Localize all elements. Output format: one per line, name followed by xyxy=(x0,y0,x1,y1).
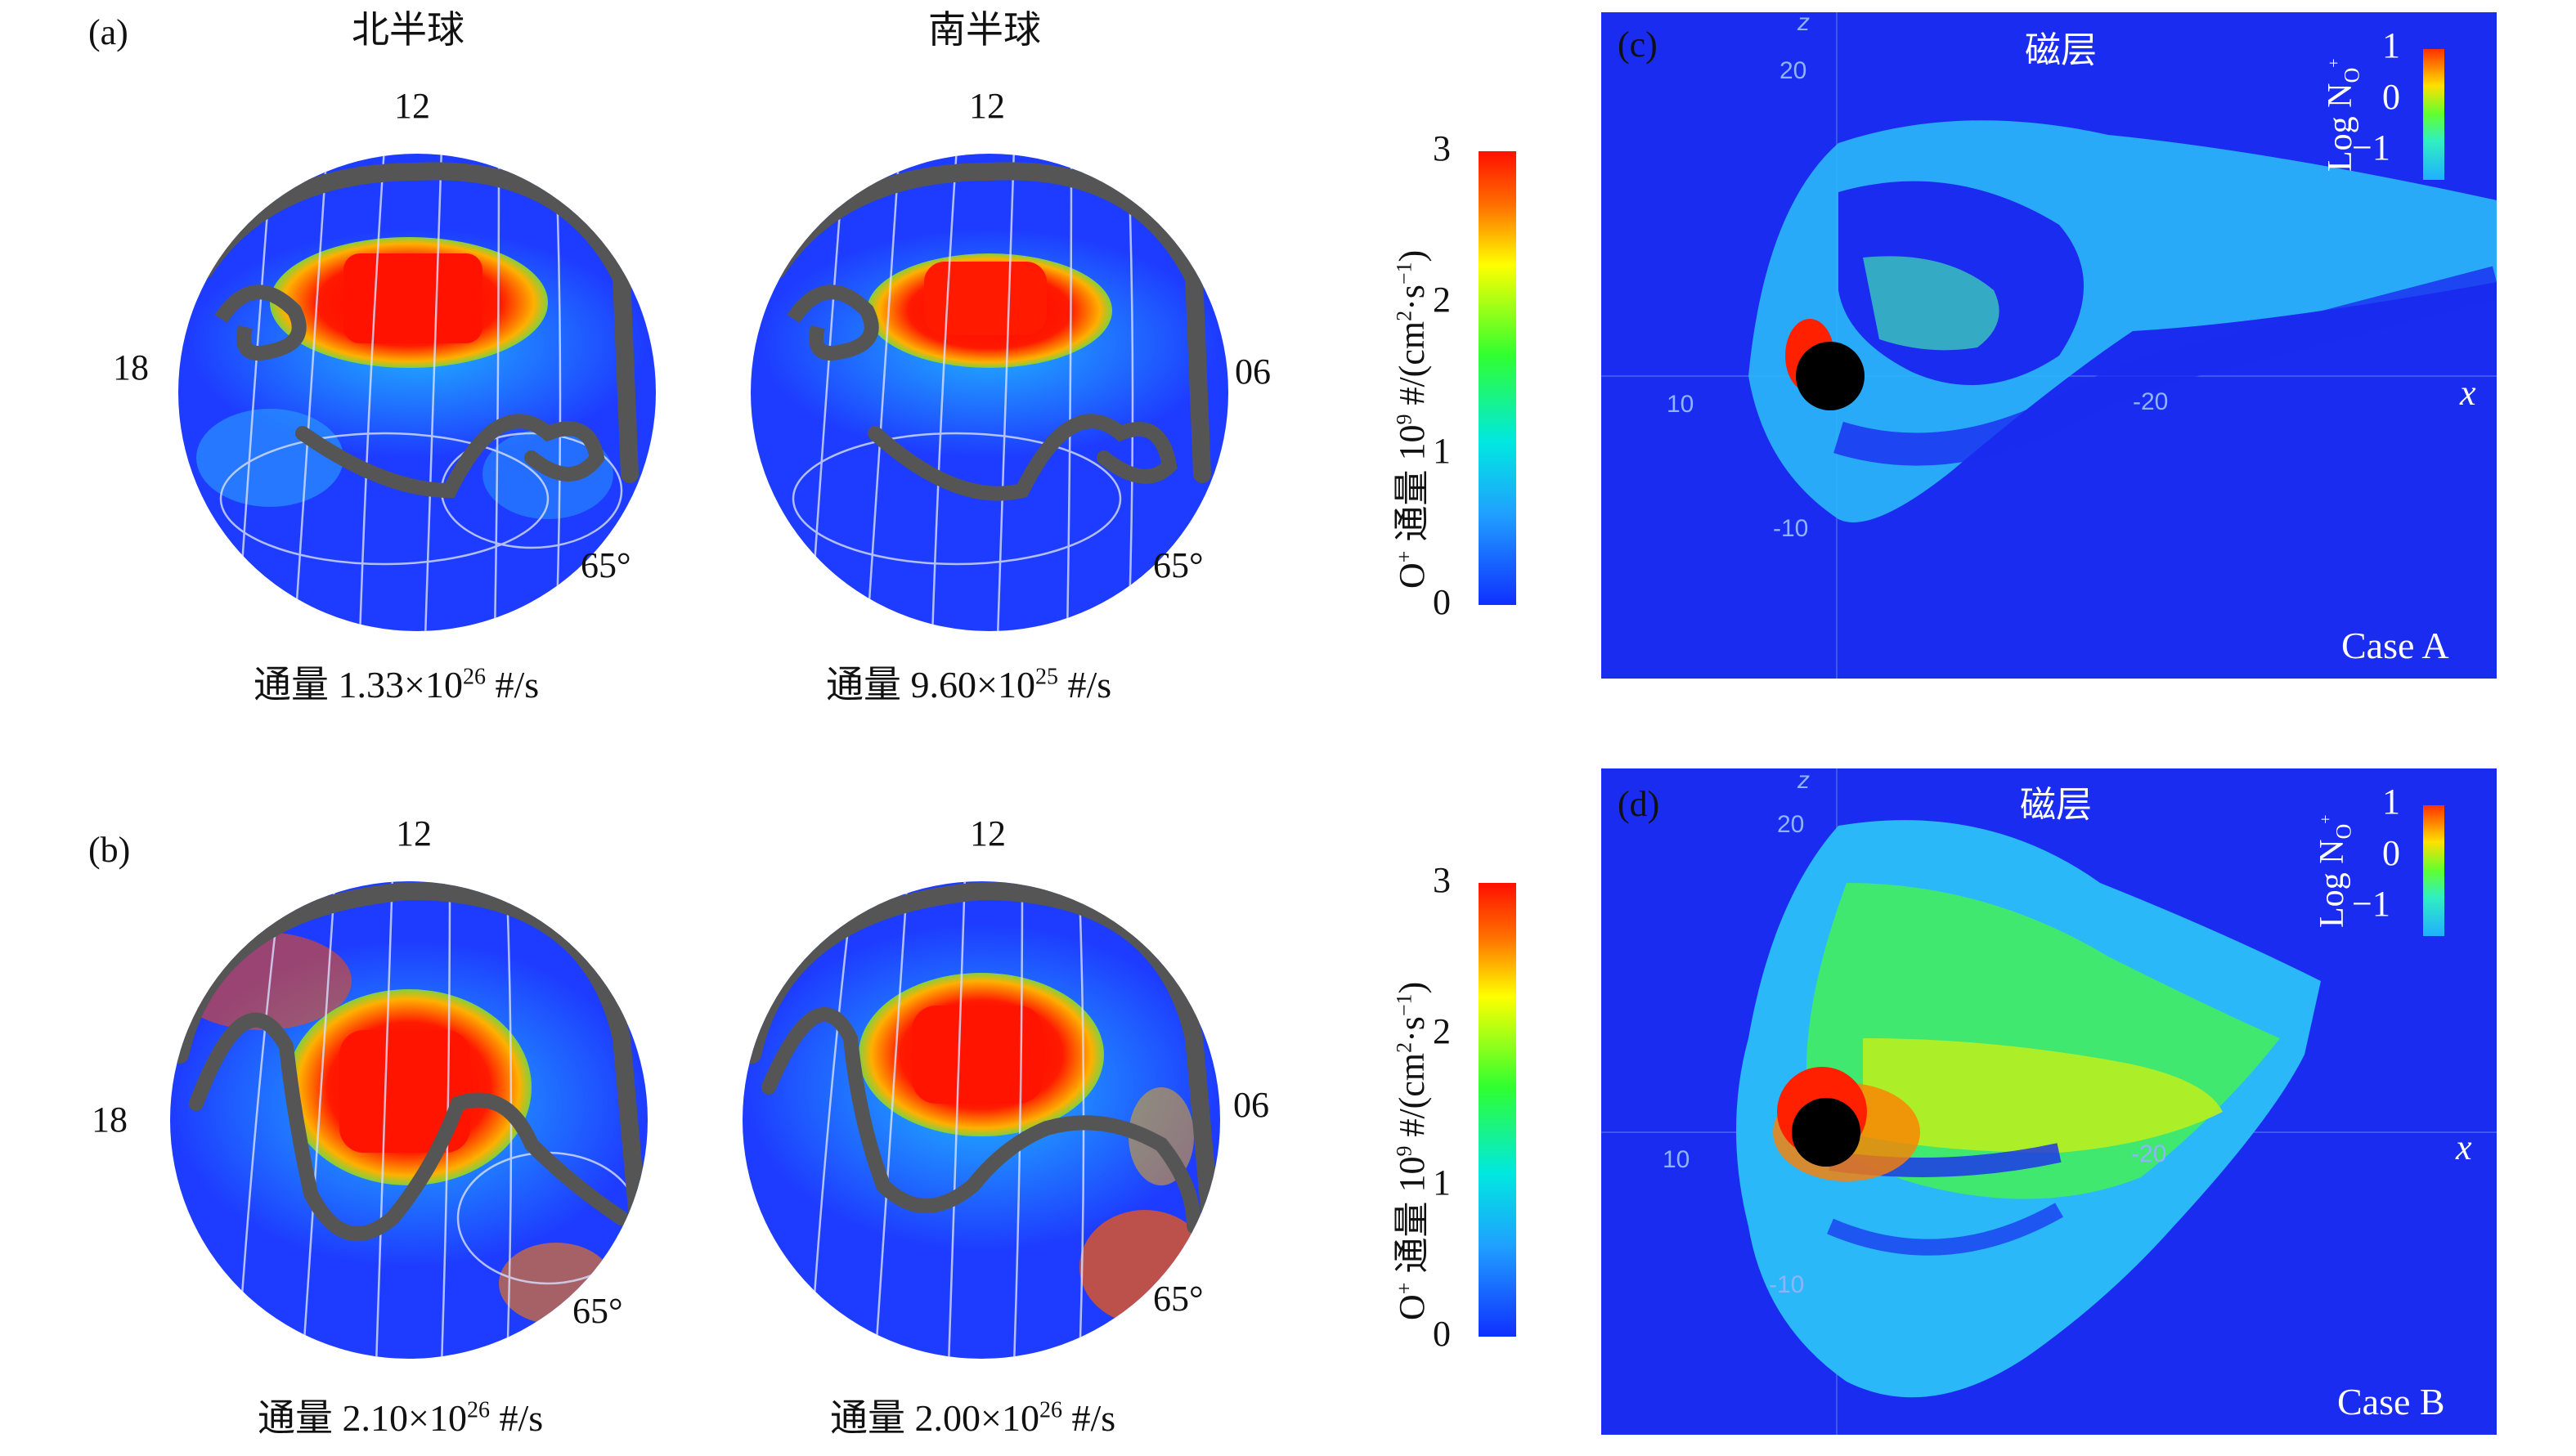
clock-label-18-b: 18 xyxy=(92,1100,128,1140)
log-title-d: Log NO+ xyxy=(2313,814,2356,928)
polar-map-a-south xyxy=(751,154,1228,631)
tick-x10-c: 10 xyxy=(1667,391,1694,418)
axis-z-label-d: z xyxy=(1797,768,1810,794)
colorbar-top-title: O+ 通量 109 #/(cm2·s−1) xyxy=(1392,249,1432,589)
case-label-c: Case A xyxy=(2341,625,2449,666)
panel-c-label: (c) xyxy=(1618,25,1658,65)
colorbar-top-tick-2: 2 xyxy=(1433,280,1451,320)
colorbar-bottom-tick-2: 2 xyxy=(1433,1011,1451,1051)
log-tick-1-c: 1 xyxy=(2382,25,2400,65)
magnetosphere-d-title: 磁层 xyxy=(2020,785,2092,825)
log-tick-1-d: 1 xyxy=(2382,782,2400,822)
panel-b-label: (b) xyxy=(88,830,131,870)
clock-label-12-b-north: 12 xyxy=(396,813,432,853)
north-hemisphere-title: 北半球 xyxy=(352,9,464,51)
tick-x10-d: 10 xyxy=(1663,1146,1690,1173)
polar-map-b-north xyxy=(170,881,648,1359)
colorbar-top-tick-0: 0 xyxy=(1433,582,1451,622)
tick-xm20-c: -20 xyxy=(2133,388,2169,415)
colorbar-top-tick-1: 1 xyxy=(1433,431,1451,471)
axis-z-label-c: z xyxy=(1797,12,1810,36)
magnetosphere-c-title: 磁层 xyxy=(2025,30,2097,70)
log-tick-0-c: 0 xyxy=(2382,77,2400,117)
lat-label-b-south: 65° xyxy=(1153,1279,1204,1319)
flux-a-south: 通量 9.60×1025 #/s xyxy=(826,664,1112,706)
log-tick-m1-d: −1 xyxy=(2352,884,2390,924)
panel-a-label: (a) xyxy=(88,12,128,52)
clock-label-18-a: 18 xyxy=(113,347,149,388)
tick-z20-d: 20 xyxy=(1777,811,1805,838)
tick-zm10-c: -10 xyxy=(1773,515,1809,542)
magnetosphere-c-plot xyxy=(1601,12,2497,679)
flux-a-north: 通量 1.33×1026 #/s xyxy=(254,664,540,706)
clock-label-12-a-south: 12 xyxy=(969,86,1005,126)
polar-map-a-north xyxy=(178,154,656,631)
axis-x-label-c: x xyxy=(2460,373,2476,413)
colorbar-bottom-tick-0: 0 xyxy=(1433,1314,1451,1354)
lat-label-a-south: 65° xyxy=(1153,545,1204,585)
log-title-c: Log NO+ xyxy=(2322,58,2364,172)
log-tick-0-d: 0 xyxy=(2382,833,2400,873)
tick-z20-c: 20 xyxy=(1779,57,1807,84)
log-colorbar-c xyxy=(2423,49,2444,180)
case-label-d: Case B xyxy=(2337,1381,2445,1422)
lat-label-b-north: 65° xyxy=(572,1291,623,1331)
log-colorbar-d xyxy=(2423,805,2444,936)
axis-x-label-d: x xyxy=(2456,1127,2472,1167)
clock-label-06-b: 06 xyxy=(1233,1085,1269,1125)
lat-label-a-north: 65° xyxy=(581,545,631,585)
tick-xm20-d: -20 xyxy=(2131,1140,2167,1167)
south-hemisphere-title: 南半球 xyxy=(928,9,1041,51)
flux-b-south: 通量 2.00×1026 #/s xyxy=(830,1397,1116,1439)
clock-label-12-b-south: 12 xyxy=(970,813,1006,853)
colorbar-bottom-title: O+ 通量 109 #/(cm2·s−1) xyxy=(1392,981,1432,1320)
colorbar-top xyxy=(1479,151,1516,605)
clock-label-12-a-north: 12 xyxy=(394,86,430,126)
flux-b-north: 通量 2.10×1026 #/s xyxy=(258,1397,544,1439)
colorbar-bottom xyxy=(1479,883,1516,1337)
polar-map-b-south xyxy=(743,881,1220,1359)
log-tick-m1-c: −1 xyxy=(2352,128,2390,168)
tick-zm10-d: -10 xyxy=(1769,1271,1805,1298)
magnetosphere-panel-c: 磁层 (c) z 20 -10 10 -20 x Case A 1 0 −1 L… xyxy=(1601,12,2497,679)
magnetosphere-d-plot xyxy=(1601,768,2497,1435)
colorbar-bottom-tick-3: 3 xyxy=(1433,860,1451,900)
colorbar-bottom-tick-1: 1 xyxy=(1433,1163,1451,1203)
panel-d-label: (d) xyxy=(1618,784,1660,824)
colorbar-top-tick-3: 3 xyxy=(1433,128,1451,168)
clock-label-06-a: 06 xyxy=(1235,352,1271,392)
magnetosphere-panel-d: 磁层 (d) z 20 -10 10 -20 x Case B 1 0 −1 L… xyxy=(1601,768,2497,1435)
